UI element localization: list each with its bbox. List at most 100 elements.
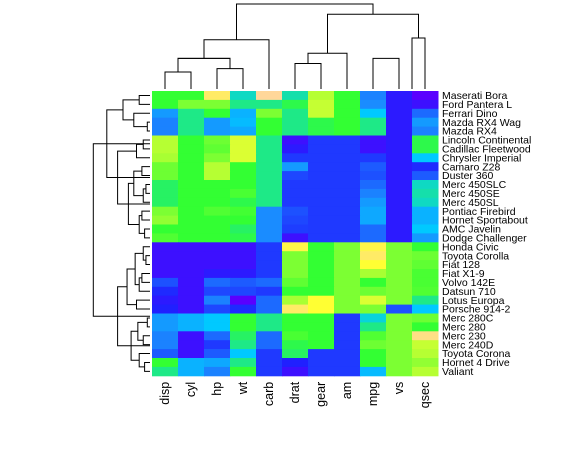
heatmap-cell (152, 197, 179, 208)
heatmap-cell (360, 349, 387, 359)
heatmap-cell (204, 99, 231, 110)
heatmap-cell (360, 126, 387, 136)
heatmap-cell (308, 233, 335, 243)
heatmap-cell (334, 322, 361, 332)
heatmap-cell (152, 91, 179, 101)
heatmap-cell (282, 224, 309, 234)
heatmap-cell (412, 286, 439, 297)
heatmap-cell (204, 162, 231, 172)
heatmap-cell (178, 180, 205, 190)
row-label: Chrysler Imperial (442, 152, 521, 164)
heatmap-cell (360, 206, 387, 217)
row-label: Toyota Corona (442, 348, 510, 360)
heatmap-cell (386, 171, 413, 181)
heatmap-cell (386, 233, 413, 243)
heatmap-cell (178, 251, 205, 261)
heatmap-cell (204, 277, 231, 288)
heatmap-cell (412, 91, 439, 101)
heatmap-cell (204, 108, 231, 119)
heatmap-cell (230, 286, 257, 297)
row-dendrogram-branch (122, 99, 140, 121)
heatmap-cell (204, 224, 231, 234)
heatmap-cell (412, 366, 439, 377)
heatmap-cell (412, 135, 439, 145)
row-label: Fiat X1-9 (442, 268, 485, 280)
heatmap-cell (178, 126, 205, 136)
heatmap-cell (412, 233, 439, 243)
column-label: drat (288, 381, 302, 403)
heatmap-cell (256, 99, 283, 110)
heatmap-cell (256, 126, 283, 136)
heatmap-cell (360, 277, 387, 288)
heatmap-cell (204, 366, 231, 377)
heatmap-cell (230, 366, 257, 377)
heatmap-cell (308, 171, 335, 181)
heatmap-cell (282, 126, 309, 136)
heatmap-cell (386, 215, 413, 225)
column-label: wt (236, 381, 250, 395)
heatmap-cell (386, 224, 413, 234)
heatmap-cell (152, 215, 179, 225)
heatmap-cell (308, 117, 335, 128)
heatmap-cell (178, 162, 205, 172)
heatmap-cell (256, 135, 283, 145)
heatmap-cell (308, 340, 335, 350)
heatmap-cell (386, 117, 413, 128)
heatmap-cell (308, 126, 335, 136)
heatmap-cell (178, 358, 205, 368)
column-dendrogram-branch (294, 63, 322, 89)
row-label: Pontiac Firebird (442, 206, 516, 218)
heatmap-cell (412, 251, 439, 261)
heatmap-cell (282, 188, 309, 199)
heatmap-cell (334, 126, 361, 136)
row-label: Hornet 4 Drive (442, 357, 510, 369)
heatmap-cell (360, 322, 387, 332)
heatmap-cell (230, 322, 257, 332)
heatmap-cell (152, 99, 179, 110)
heatmap-cell (386, 349, 413, 359)
row-label: Lotus Europa (442, 295, 505, 307)
heatmap-cell (386, 304, 413, 314)
heatmap-cell (152, 251, 179, 261)
column-label: vs (392, 382, 406, 395)
heatmap-cell (308, 91, 335, 101)
heatmap-cell (334, 349, 361, 359)
heatmap-cell (256, 117, 283, 128)
heatmap-cell (282, 197, 309, 208)
heatmap-cell (360, 242, 387, 252)
heatmap-cell (230, 188, 257, 199)
heatmap-cell (152, 206, 179, 217)
column-label: disp (158, 382, 172, 405)
column-dendrogram-branch (164, 71, 192, 89)
heatmap-cell (152, 233, 179, 243)
heatmap-cell (412, 349, 439, 359)
heatmap-cell (282, 206, 309, 217)
heatmap-cell (360, 135, 387, 145)
heatmap-cell (308, 349, 335, 359)
heatmap-cell (152, 349, 179, 359)
heatmap-cell (412, 180, 439, 190)
heatmap-cell (230, 313, 257, 323)
heatmap-cell (256, 313, 283, 323)
heatmap-cell (256, 260, 283, 270)
heatmap-cell (334, 153, 361, 163)
heatmap-cell (308, 188, 335, 199)
heatmap-cell (308, 144, 335, 154)
heatmap-cell (360, 224, 387, 234)
heatmap-cell (256, 358, 283, 368)
heatmap-cell (204, 188, 231, 199)
heatmap-cell (152, 153, 179, 163)
heatmap-cell (178, 108, 205, 119)
heatmap-cell (230, 269, 257, 279)
heatmap-cell (412, 188, 439, 199)
heatmap-cell (152, 277, 179, 288)
heatmap-cell (178, 340, 205, 350)
heatmap-cell (230, 108, 257, 119)
heatmap-cell (308, 295, 335, 306)
row-dendrogram-branch (138, 277, 150, 292)
heatmap-cell (360, 91, 387, 101)
row-dendrogram-branch (137, 321, 148, 341)
heatmap-cell (256, 322, 283, 332)
heatmap-cell (256, 366, 283, 377)
heatmap-cell (230, 215, 257, 225)
